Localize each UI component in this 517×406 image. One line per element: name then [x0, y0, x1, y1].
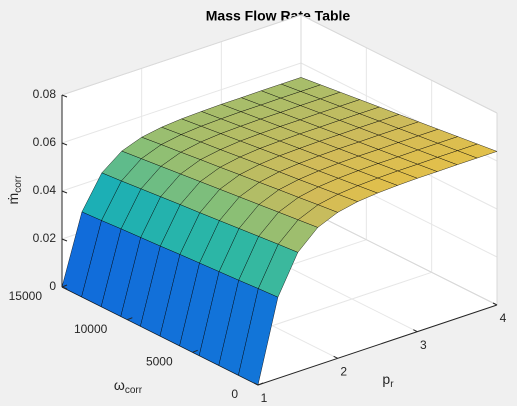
x-tick-label: 3 [420, 338, 427, 352]
z-tick [61, 190, 68, 194]
x-axis-label-main: p [382, 371, 390, 387]
y-axis-label: ωcorr [114, 377, 143, 396]
y-tick [257, 382, 264, 386]
z-tick-label: 0 [49, 279, 56, 293]
y-tick [61, 284, 68, 288]
grid-line [61, 62, 302, 144]
y-tick [192, 349, 198, 353]
box-edge [300, 206, 498, 306]
y-tick-label: 0 [231, 387, 238, 401]
surface [61, 77, 498, 386]
z-tick-label: 0.04 [33, 183, 57, 197]
z-tick-label: 0.08 [33, 87, 57, 101]
axis-line [257, 304, 498, 386]
box-edge [61, 14, 302, 96]
z-axis-label: ṁcorr [5, 175, 24, 205]
y-axis-label-main: ω [114, 377, 125, 393]
x-tick [413, 329, 418, 333]
y-tick-label: 10000 [74, 322, 108, 336]
x-axis-label: pr [382, 371, 394, 390]
x-tick [492, 302, 498, 306]
y-axis-label-sub: corr [125, 385, 143, 396]
x-axis-label-sub: r [390, 379, 394, 390]
chart-title: Mass Flow Rate Table [206, 8, 351, 24]
surface-cell [238, 288, 279, 386]
box-edge [300, 14, 498, 114]
z-tick-label: 0.02 [33, 231, 57, 245]
z-tick [61, 238, 68, 242]
z-tick [61, 142, 68, 146]
y-tick-label: 15000 [9, 289, 43, 303]
x-tick-label: 4 [500, 311, 507, 325]
x-tick-label: 1 [261, 391, 268, 405]
z-tick-label: 0.06 [33, 135, 57, 149]
x-tick [333, 355, 338, 359]
x-tick-label: 2 [340, 365, 347, 379]
x-tick [253, 382, 259, 386]
z-axis-label-main: ṁ [5, 193, 21, 205]
y-tick-label: 5000 [146, 355, 173, 369]
z-tick [61, 286, 68, 290]
y-tick [127, 317, 133, 321]
z-axis-label-sub: corr [13, 175, 24, 193]
z-tick [61, 94, 68, 98]
